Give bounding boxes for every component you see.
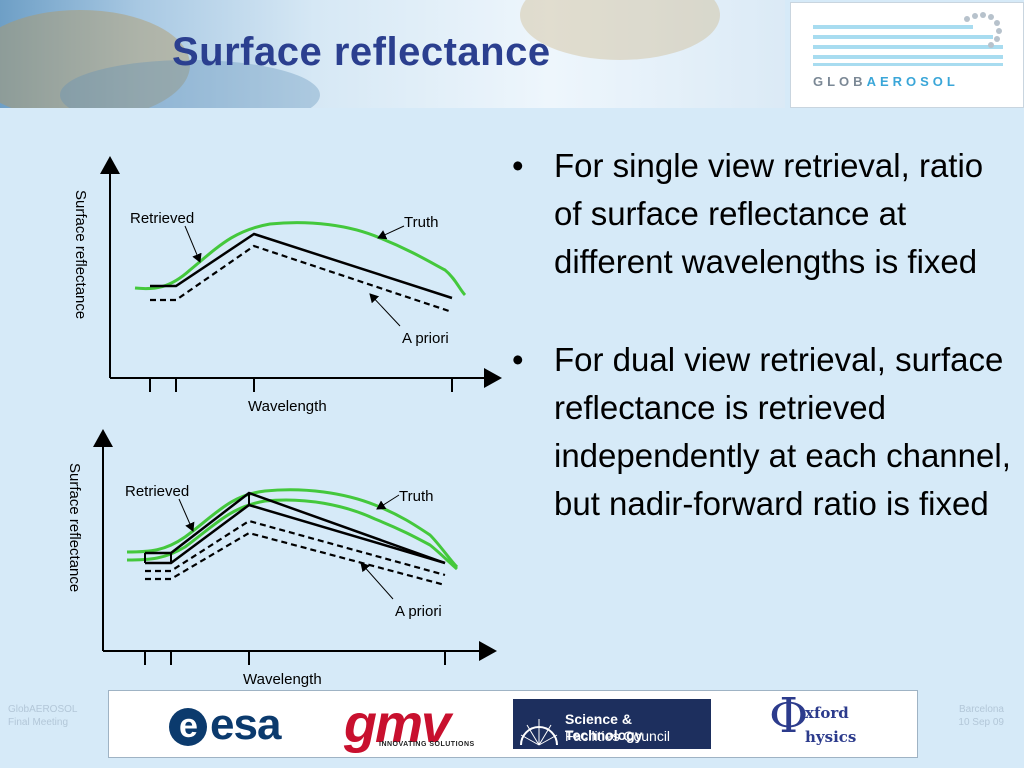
globaerosol-logo: GLOBAEROSOL <box>790 2 1024 108</box>
retrieved-curve <box>150 232 453 300</box>
retrieved-curve-forward <box>145 503 446 565</box>
bullet-marker: • <box>512 147 524 184</box>
gmv-tagline: INNOVATING SOLUTIONS <box>379 741 475 748</box>
truth-label: Truth <box>399 488 433 505</box>
slide-title: Surface reflectance <box>172 30 551 74</box>
retrieved-pointer <box>184 225 202 263</box>
gmv-logo: gmv <box>344 694 451 754</box>
globaerosol-wordmark: GLOBAEROSOL <box>813 74 959 89</box>
esa-logo: e esa <box>169 700 281 750</box>
truth-curve-nadir <box>126 488 459 569</box>
truth-curve-forward <box>126 498 458 571</box>
truth-label: Truth <box>404 214 438 231</box>
phi-icon: Φ <box>769 688 809 744</box>
apriori-label: A priori <box>402 330 449 347</box>
banner-map-decoration <box>60 60 320 108</box>
title-banner: Surface reflectance <box>0 0 785 108</box>
footer-right-text: Barcelona 10 Sep 09 <box>958 704 1004 728</box>
retrieved-label: Retrieved <box>125 483 189 500</box>
retrieved-curve-nadir <box>145 491 446 565</box>
diagram-dual-view: Retrieved Truth A priori Wavelength Surf… <box>66 429 497 688</box>
apriori-curve-forward <box>145 531 446 587</box>
y-axis-label: Surface reflectance <box>66 463 83 592</box>
globaerosol-stripes-icon <box>813 12 1003 66</box>
banner-map-decoration <box>0 10 190 108</box>
bullet-text: For single view retrieval, ratio of surf… <box>554 147 984 280</box>
bullet-item: • For dual view retrieval, surface refle… <box>512 336 1012 528</box>
apriori-label: A priori <box>395 603 442 620</box>
diagram-single-view: Retrieved Truth A priori Wavelength Surf… <box>72 156 502 415</box>
apriori-curve <box>150 244 453 314</box>
truth-curve <box>134 221 467 297</box>
retrieved-label: Retrieved <box>130 210 194 227</box>
esa-e-icon: e <box>169 708 207 747</box>
retrieved-pointer <box>178 498 195 532</box>
bullet-list: • For single view retrieval, ratio of su… <box>512 142 1012 528</box>
bullet-item: • For single view retrieval, ratio of su… <box>512 142 1012 286</box>
apriori-curve-nadir <box>145 519 446 577</box>
x-axis-label: Wavelength <box>248 398 327 415</box>
stfc-sunrise-icon <box>520 719 558 746</box>
x-axis-label: Wavelength <box>243 671 322 688</box>
apriori-pointer <box>369 293 401 327</box>
bullet-marker: • <box>512 341 524 378</box>
y-axis-label: Surface reflectance <box>72 190 89 319</box>
stfc-logo: Science & Technology Facilities Council <box>513 699 711 749</box>
bullet-text: For dual view retrieval, surface reflect… <box>554 341 1011 522</box>
truth-pointer <box>377 225 405 240</box>
truth-pointer <box>376 494 400 510</box>
oxford-physics-logo: Φ xford hysics <box>769 688 857 746</box>
apriori-pointer <box>360 562 394 600</box>
footer-left-text: GlobAEROSOL Final Meeting <box>8 704 78 728</box>
partner-logos-bar: e esa gmv INNOVATING SOLUTIONS Science & … <box>108 688 918 758</box>
